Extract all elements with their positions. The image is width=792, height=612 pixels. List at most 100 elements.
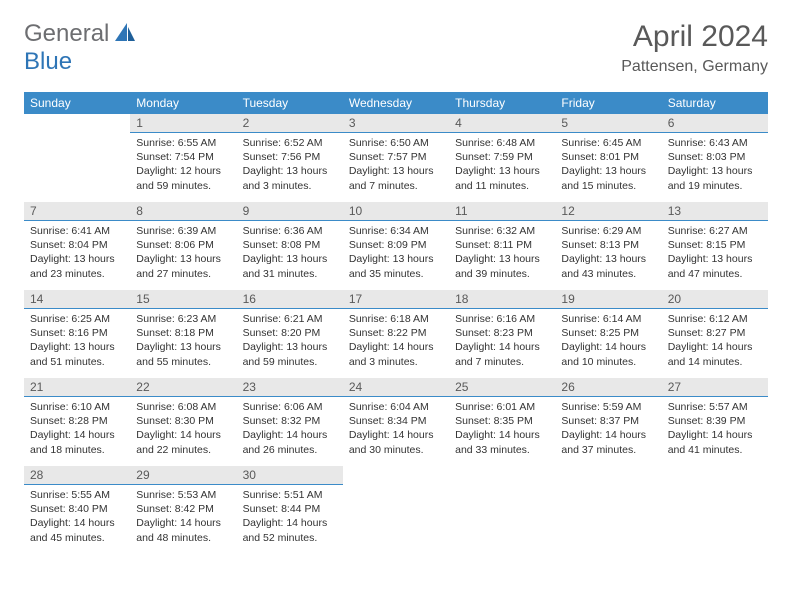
sunset-line: Sunset: 8:23 PM: [455, 326, 549, 340]
daylight-line: Daylight: 13 hours and 3 minutes.: [243, 164, 337, 192]
day-info: Sunrise: 6:48 AMSunset: 7:59 PMDaylight:…: [449, 133, 555, 193]
day-number: 18: [449, 290, 555, 309]
logo-text-blue: Blue: [24, 48, 72, 75]
calendar-cell-empty: [24, 114, 130, 202]
daylight-line: Daylight: 14 hours and 41 minutes.: [668, 428, 762, 456]
calendar-cell-empty: [343, 466, 449, 554]
sunrise-line: Sunrise: 6:45 AM: [561, 136, 655, 150]
calendar-cell: 7Sunrise: 6:41 AMSunset: 8:04 PMDaylight…: [24, 202, 130, 290]
daylight-line: Daylight: 13 hours and 27 minutes.: [136, 252, 230, 280]
day-number: 12: [555, 202, 661, 221]
daylight-line: Daylight: 14 hours and 3 minutes.: [349, 340, 443, 368]
calendar-cell: 19Sunrise: 6:14 AMSunset: 8:25 PMDayligh…: [555, 290, 661, 378]
sunrise-line: Sunrise: 6:52 AM: [243, 136, 337, 150]
day-number: 15: [130, 290, 236, 309]
day-header: Thursday: [449, 92, 555, 114]
day-number: 30: [237, 466, 343, 485]
calendar-cell: 12Sunrise: 6:29 AMSunset: 8:13 PMDayligh…: [555, 202, 661, 290]
day-number: 9: [237, 202, 343, 221]
sunrise-line: Sunrise: 6:08 AM: [136, 400, 230, 414]
day-number: 14: [24, 290, 130, 309]
daylight-line: Daylight: 13 hours and 11 minutes.: [455, 164, 549, 192]
day-info: Sunrise: 6:27 AMSunset: 8:15 PMDaylight:…: [662, 221, 768, 281]
day-info: Sunrise: 6:39 AMSunset: 8:06 PMDaylight:…: [130, 221, 236, 281]
calendar-cell: 28Sunrise: 5:55 AMSunset: 8:40 PMDayligh…: [24, 466, 130, 554]
daylight-line: Daylight: 13 hours and 43 minutes.: [561, 252, 655, 280]
day-number: 5: [555, 114, 661, 133]
sunrise-line: Sunrise: 6:39 AM: [136, 224, 230, 238]
daylight-line: Daylight: 13 hours and 23 minutes.: [30, 252, 124, 280]
day-info: Sunrise: 6:14 AMSunset: 8:25 PMDaylight:…: [555, 309, 661, 369]
day-info: Sunrise: 6:50 AMSunset: 7:57 PMDaylight:…: [343, 133, 449, 193]
sunset-line: Sunset: 7:57 PM: [349, 150, 443, 164]
calendar-cell: 5Sunrise: 6:45 AMSunset: 8:01 PMDaylight…: [555, 114, 661, 202]
calendar-cell: 22Sunrise: 6:08 AMSunset: 8:30 PMDayligh…: [130, 378, 236, 466]
title-block: April 2024 Pattensen, Germany: [621, 20, 768, 76]
sunrise-line: Sunrise: 5:53 AM: [136, 488, 230, 502]
page-title: April 2024: [621, 20, 768, 54]
day-info: Sunrise: 6:23 AMSunset: 8:18 PMDaylight:…: [130, 309, 236, 369]
day-info: Sunrise: 6:34 AMSunset: 8:09 PMDaylight:…: [343, 221, 449, 281]
sunrise-line: Sunrise: 6:34 AM: [349, 224, 443, 238]
calendar-body: 1Sunrise: 6:55 AMSunset: 7:54 PMDaylight…: [24, 114, 768, 554]
sunset-line: Sunset: 8:01 PM: [561, 150, 655, 164]
sunset-line: Sunset: 7:56 PM: [243, 150, 337, 164]
day-info: Sunrise: 6:01 AMSunset: 8:35 PMDaylight:…: [449, 397, 555, 457]
day-number: 10: [343, 202, 449, 221]
calendar-cell: 29Sunrise: 5:53 AMSunset: 8:42 PMDayligh…: [130, 466, 236, 554]
calendar-week-row: 14Sunrise: 6:25 AMSunset: 8:16 PMDayligh…: [24, 290, 768, 378]
calendar-cell-empty: [555, 466, 661, 554]
day-number: 26: [555, 378, 661, 397]
day-number: 13: [662, 202, 768, 221]
sunset-line: Sunset: 8:03 PM: [668, 150, 762, 164]
calendar-cell: 14Sunrise: 6:25 AMSunset: 8:16 PMDayligh…: [24, 290, 130, 378]
calendar-cell: 15Sunrise: 6:23 AMSunset: 8:18 PMDayligh…: [130, 290, 236, 378]
daylight-line: Daylight: 14 hours and 14 minutes.: [668, 340, 762, 368]
day-info: Sunrise: 6:16 AMSunset: 8:23 PMDaylight:…: [449, 309, 555, 369]
day-info: Sunrise: 6:10 AMSunset: 8:28 PMDaylight:…: [24, 397, 130, 457]
calendar-cell: 6Sunrise: 6:43 AMSunset: 8:03 PMDaylight…: [662, 114, 768, 202]
calendar-week-row: 28Sunrise: 5:55 AMSunset: 8:40 PMDayligh…: [24, 466, 768, 554]
day-info: Sunrise: 6:25 AMSunset: 8:16 PMDaylight:…: [24, 309, 130, 369]
day-number: 27: [662, 378, 768, 397]
day-number: 3: [343, 114, 449, 133]
sunset-line: Sunset: 8:28 PM: [30, 414, 124, 428]
sunrise-line: Sunrise: 6:48 AM: [455, 136, 549, 150]
sunset-line: Sunset: 8:34 PM: [349, 414, 443, 428]
day-number: 4: [449, 114, 555, 133]
sunrise-line: Sunrise: 6:36 AM: [243, 224, 337, 238]
calendar-cell: 4Sunrise: 6:48 AMSunset: 7:59 PMDaylight…: [449, 114, 555, 202]
day-number: 21: [24, 378, 130, 397]
logo: General: [24, 20, 139, 48]
day-info: Sunrise: 6:41 AMSunset: 8:04 PMDaylight:…: [24, 221, 130, 281]
day-info: Sunrise: 6:29 AMSunset: 8:13 PMDaylight:…: [555, 221, 661, 281]
header: General April 2024 Pattensen, Germany: [0, 0, 792, 84]
sunset-line: Sunset: 8:42 PM: [136, 502, 230, 516]
day-info: Sunrise: 6:18 AMSunset: 8:22 PMDaylight:…: [343, 309, 449, 369]
calendar-cell: 26Sunrise: 5:59 AMSunset: 8:37 PMDayligh…: [555, 378, 661, 466]
day-number: 23: [237, 378, 343, 397]
daylight-line: Daylight: 14 hours and 10 minutes.: [561, 340, 655, 368]
calendar-cell-empty: [662, 466, 768, 554]
calendar-cell: 25Sunrise: 6:01 AMSunset: 8:35 PMDayligh…: [449, 378, 555, 466]
day-number: 25: [449, 378, 555, 397]
sunset-line: Sunset: 8:44 PM: [243, 502, 337, 516]
sunset-line: Sunset: 8:39 PM: [668, 414, 762, 428]
calendar-week-row: 7Sunrise: 6:41 AMSunset: 8:04 PMDaylight…: [24, 202, 768, 290]
sunrise-line: Sunrise: 6:06 AM: [243, 400, 337, 414]
sunrise-line: Sunrise: 6:04 AM: [349, 400, 443, 414]
calendar-cell: 13Sunrise: 6:27 AMSunset: 8:15 PMDayligh…: [662, 202, 768, 290]
day-info: Sunrise: 5:59 AMSunset: 8:37 PMDaylight:…: [555, 397, 661, 457]
sunrise-line: Sunrise: 6:29 AM: [561, 224, 655, 238]
sunrise-line: Sunrise: 6:16 AM: [455, 312, 549, 326]
day-info: Sunrise: 6:55 AMSunset: 7:54 PMDaylight:…: [130, 133, 236, 193]
sunset-line: Sunset: 8:22 PM: [349, 326, 443, 340]
calendar-week-row: 1Sunrise: 6:55 AMSunset: 7:54 PMDaylight…: [24, 114, 768, 202]
calendar-cell: 18Sunrise: 6:16 AMSunset: 8:23 PMDayligh…: [449, 290, 555, 378]
sunset-line: Sunset: 8:37 PM: [561, 414, 655, 428]
day-header: Wednesday: [343, 92, 449, 114]
daylight-line: Daylight: 13 hours and 35 minutes.: [349, 252, 443, 280]
calendar-cell: 23Sunrise: 6:06 AMSunset: 8:32 PMDayligh…: [237, 378, 343, 466]
sunset-line: Sunset: 7:59 PM: [455, 150, 549, 164]
sunset-line: Sunset: 8:27 PM: [668, 326, 762, 340]
